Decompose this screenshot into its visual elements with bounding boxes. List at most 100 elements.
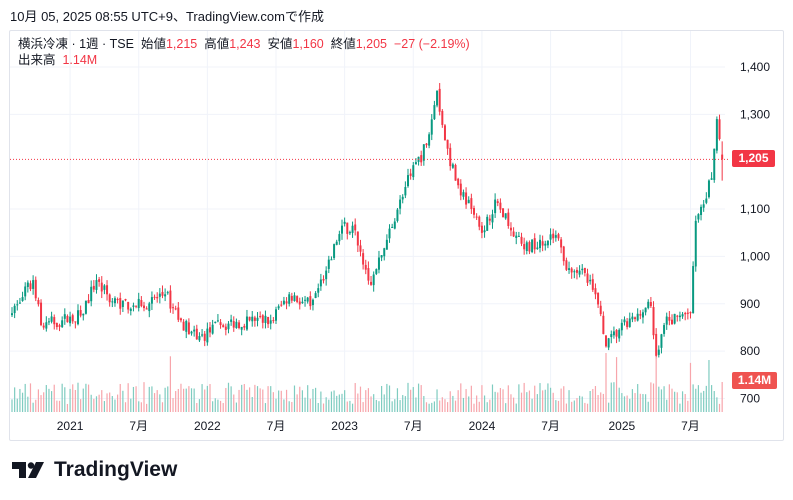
volume-bar (56, 400, 58, 412)
candle-up (16, 304, 19, 306)
volume-bar (148, 386, 150, 412)
candle-up (399, 199, 402, 209)
candle-down (597, 292, 600, 305)
candle-down (655, 333, 658, 356)
volume-bar (428, 403, 430, 412)
candle-up (401, 196, 404, 200)
volume-bar (74, 389, 76, 412)
candle-up (702, 204, 705, 208)
candle-down (560, 239, 563, 248)
volume-bar (188, 386, 190, 412)
volume-bar (454, 400, 457, 412)
candle-down (562, 246, 565, 262)
candle-up (45, 322, 48, 329)
volume-bar (692, 384, 694, 412)
candle-up (705, 198, 708, 203)
candle-down (459, 183, 462, 196)
volume-bar (333, 390, 335, 412)
candle-up (251, 316, 254, 322)
volume-bar (146, 403, 148, 412)
candle-up (129, 308, 132, 311)
candle-down (285, 301, 288, 304)
chart-frame (9, 30, 784, 441)
volume-bar (35, 399, 37, 412)
candle-up (380, 255, 383, 258)
x-tick-label: 7月 (129, 419, 148, 433)
volume-bar (124, 402, 127, 412)
volume-bar (153, 393, 156, 412)
candle-up (269, 320, 272, 324)
volume-bar (584, 402, 586, 412)
volume-bar (354, 383, 356, 412)
symbol-title[interactable]: 横浜冷凍 · 1週 · TSE (18, 37, 134, 51)
candle-down (507, 212, 510, 226)
candle-up (338, 234, 341, 242)
volume-bar (497, 392, 499, 412)
candle-down (599, 305, 602, 315)
volume-bar (378, 401, 380, 412)
candle-down (668, 317, 671, 321)
volume-bar (600, 392, 602, 412)
candle-down (565, 260, 568, 270)
candle-up (335, 241, 338, 245)
candle-down (100, 282, 103, 292)
tradingview-logo[interactable]: TradingView (12, 458, 177, 482)
volume-bar (671, 388, 673, 412)
candle-up (486, 216, 489, 231)
candle-up (539, 239, 541, 249)
candle-down (359, 245, 362, 252)
volume-bar (473, 403, 475, 412)
volume-bar (283, 399, 285, 412)
volume-bar (127, 383, 129, 412)
y-tick-label: 1,400 (740, 60, 770, 74)
volume-bar (190, 388, 193, 412)
candle-up (256, 317, 259, 321)
volume-bar (713, 391, 715, 412)
volume-bar (196, 403, 198, 412)
volume-bar (48, 388, 50, 412)
candle-up (636, 313, 639, 321)
volume-bar (53, 384, 55, 412)
candle-down (135, 305, 138, 307)
volume-bar (399, 400, 401, 412)
volume-bar (367, 388, 369, 412)
candle-down (106, 285, 109, 295)
volume-bar (388, 385, 391, 412)
candle-up (700, 206, 703, 215)
high-label: 高値 (204, 37, 230, 51)
candle-up (396, 209, 399, 221)
volume-bar (542, 390, 544, 412)
volume-bar (109, 392, 111, 412)
candle-down (354, 224, 357, 231)
candle-up (678, 315, 681, 318)
volume-bar (264, 403, 267, 412)
volume-bar (373, 394, 375, 412)
volume-bar (470, 385, 472, 412)
candle-down (356, 231, 359, 246)
x-tick-label: 2024 (469, 419, 496, 433)
volume-bar (328, 399, 330, 412)
candle-up (713, 148, 716, 180)
candle-down (470, 198, 473, 210)
candle-down (686, 312, 689, 314)
volume-bar (167, 386, 169, 412)
volume-bar (576, 398, 578, 412)
candle-up (710, 178, 713, 180)
candle-down (40, 302, 43, 326)
candle-down (98, 279, 101, 282)
volume-bar (80, 399, 82, 412)
volume-bar (621, 393, 623, 412)
volume-bar (668, 384, 670, 412)
candle-up (581, 268, 584, 271)
volume-bar (349, 400, 351, 412)
candle-down (108, 294, 111, 303)
volume-bar (618, 387, 620, 412)
candle-down (58, 325, 61, 327)
volume-bar (370, 396, 372, 412)
candle-up (293, 295, 296, 302)
volume-bar (381, 385, 383, 412)
volume-bar (241, 384, 243, 412)
candle-down (575, 269, 578, 273)
candle-down (684, 312, 687, 315)
